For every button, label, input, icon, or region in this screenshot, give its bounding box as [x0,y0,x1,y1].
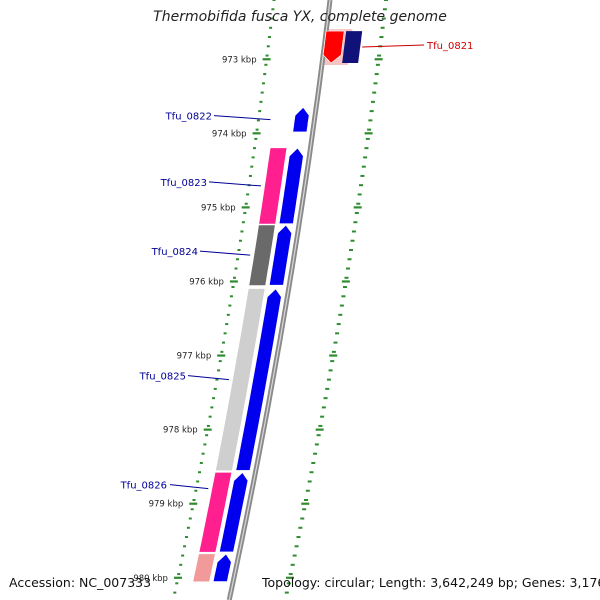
ruler-tick-label: 973 kbp [222,55,257,65]
gene-label[interactable]: Tfu_0825 [139,372,186,383]
gene-label-leader [213,115,271,121]
ruler-tick-label: 978 kbp [163,426,198,436]
feature-category-block [199,472,232,552]
gene-label-leader [199,250,251,256]
genome-backbone [226,0,333,600]
backbone-highlight [228,0,331,600]
gene-track [212,30,363,582]
gene-label[interactable]: Tfu_0823 [160,178,207,189]
gene-arrow[interactable] [235,288,282,471]
gene-arrow[interactable] [212,553,232,582]
gene-label[interactable]: Tfu_0826 [120,481,167,492]
gene-arrow[interactable] [322,30,345,64]
gene-label-leader [208,181,261,187]
gene-arrow[interactable] [292,106,310,133]
genome-summary-text: Topology: circular; Length: 3,642,249 bp… [262,575,600,590]
feature-category-block [215,288,265,471]
kbp-ruler: 973 kbp 974 kbp 975 kbp 976 kbp 977 kbp 978 k… [133,0,388,594]
feature-category-block [259,148,287,224]
genome-title: Thermobifida fusca YX, complete genome [153,9,447,25]
feature-category-block [249,225,275,286]
ruler-tick-label: 980 kbp [133,574,168,584]
gene-arrow[interactable] [219,472,249,553]
ruler-tick-label: 976 kbp [189,277,224,287]
gene-label-layer: Tfu_0821 Tfu_0822 Tfu_0823 Tfu_0824 Tfu_0825… [120,41,474,492]
gene-arrow[interactable] [268,224,293,286]
gene-label[interactable]: Tfu_0821 [426,41,473,52]
gene-label-leader [362,44,425,48]
ruler-tick-label: 979 kbp [149,500,184,510]
gene-arrow[interactable] [342,31,363,63]
accession-text: Accession: NC_007333 [9,575,152,590]
feature-category-block [193,554,215,582]
ruler-tick-label: 977 kbp [177,352,212,362]
gene-label[interactable]: Tfu_0822 [165,112,212,123]
gene-label-leader [169,484,209,490]
gene-label[interactable]: Tfu_0824 [151,247,198,258]
gene-label-leader [187,375,229,381]
ruler-tick-label: 974 kbp [212,129,247,139]
ruler-tick-label: 975 kbp [201,203,236,213]
gene-arrow[interactable] [278,147,304,224]
